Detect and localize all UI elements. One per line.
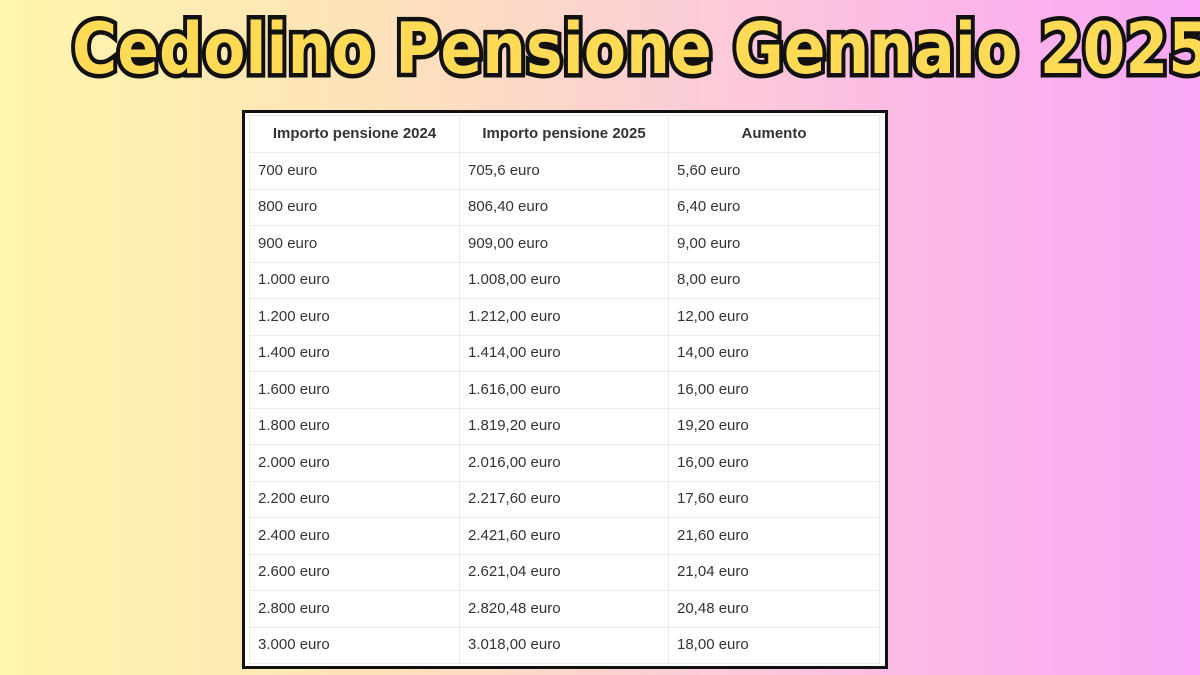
table-row: 2.600 euro 2.621,04 euro 21,04 euro bbox=[249, 553, 880, 591]
cell-pension-2024: 2.800 euro bbox=[249, 590, 460, 628]
cell-pension-2024: 1.800 euro bbox=[249, 407, 460, 445]
page-title: Cedolino Pensione Gennaio 2025 bbox=[68, 4, 1200, 95]
cell-increase: 8,00 euro bbox=[668, 261, 880, 299]
table-row: 2.400 euro 2.421,60 euro 21,60 euro bbox=[249, 517, 880, 555]
cell-pension-2025: 1.819,20 euro bbox=[459, 407, 669, 445]
cell-pension-2024: 1.600 euro bbox=[249, 371, 460, 409]
cell-increase: 12,00 euro bbox=[668, 298, 880, 336]
cell-pension-2025: 1.008,00 euro bbox=[459, 261, 669, 299]
cell-pension-2024: 2.600 euro bbox=[249, 553, 460, 591]
cell-pension-2025: 3.018,00 euro bbox=[459, 626, 669, 664]
header-pension-2024: Importo pensione 2024 bbox=[249, 115, 460, 153]
cell-pension-2024: 1.400 euro bbox=[249, 334, 460, 372]
table-row: 1.200 euro 1.212,00 euro 12,00 euro bbox=[249, 298, 880, 336]
cell-pension-2024: 2.400 euro bbox=[249, 517, 460, 555]
cell-increase: 9,00 euro bbox=[668, 225, 880, 263]
cell-pension-2024: 1.000 euro bbox=[249, 261, 460, 299]
header-increase: Aumento bbox=[668, 115, 880, 153]
cell-increase: 16,00 euro bbox=[668, 371, 880, 409]
table-row: 1.600 euro 1.616,00 euro 16,00 euro bbox=[249, 371, 880, 409]
cell-increase: 14,00 euro bbox=[668, 334, 880, 372]
cell-increase: 5,60 euro bbox=[668, 152, 880, 190]
cell-pension-2024: 700 euro bbox=[249, 152, 460, 190]
cell-increase: 16,00 euro bbox=[668, 444, 880, 482]
cell-increase: 19,20 euro bbox=[668, 407, 880, 445]
cell-pension-2025: 1.414,00 euro bbox=[459, 334, 669, 372]
table-row: 1.000 euro 1.008,00 euro 8,00 euro bbox=[249, 261, 880, 299]
table-row: 2.200 euro 2.217,60 euro 17,60 euro bbox=[249, 480, 880, 518]
cell-pension-2025: 1.616,00 euro bbox=[459, 371, 669, 409]
cell-pension-2024: 2.000 euro bbox=[249, 444, 460, 482]
cell-pension-2024: 900 euro bbox=[249, 225, 460, 263]
table-row: 700 euro 705,6 euro 5,60 euro bbox=[249, 152, 880, 190]
cell-pension-2024: 1.200 euro bbox=[249, 298, 460, 336]
table-row: 900 euro 909,00 euro 9,00 euro bbox=[249, 225, 880, 263]
cell-pension-2025: 806,40 euro bbox=[459, 188, 669, 226]
table-row: 1.400 euro 1.414,00 euro 14,00 euro bbox=[249, 334, 880, 372]
cell-increase: 18,00 euro bbox=[668, 626, 880, 664]
cell-pension-2025: 2.421,60 euro bbox=[459, 517, 669, 555]
table-row: 2.800 euro 2.820,48 euro 20,48 euro bbox=[249, 590, 880, 628]
cell-increase: 21,04 euro bbox=[668, 553, 880, 591]
cell-pension-2025: 909,00 euro bbox=[459, 225, 669, 263]
table-row: 800 euro 806,40 euro 6,40 euro bbox=[249, 188, 880, 226]
cell-increase: 17,60 euro bbox=[668, 480, 880, 518]
cell-pension-2025: 1.212,00 euro bbox=[459, 298, 669, 336]
pension-table: Importo pensione 2024 Importo pensione 2… bbox=[249, 115, 880, 664]
cell-pension-2025: 2.016,00 euro bbox=[459, 444, 669, 482]
cell-increase: 21,60 euro bbox=[668, 517, 880, 555]
cell-pension-2024: 2.200 euro bbox=[249, 480, 460, 518]
table-row: 2.000 euro 2.016,00 euro 16,00 euro bbox=[249, 444, 880, 482]
cell-pension-2024: 800 euro bbox=[249, 188, 460, 226]
header-pension-2025: Importo pensione 2025 bbox=[459, 115, 669, 153]
cell-increase: 6,40 euro bbox=[668, 188, 880, 226]
cell-pension-2024: 3.000 euro bbox=[249, 626, 460, 664]
cell-pension-2025: 705,6 euro bbox=[459, 152, 669, 190]
cell-pension-2025: 2.621,04 euro bbox=[459, 553, 669, 591]
cell-pension-2025: 2.820,48 euro bbox=[459, 590, 669, 628]
table-row: 3.000 euro 3.018,00 euro 18,00 euro bbox=[249, 626, 880, 664]
table-row: 1.800 euro 1.819,20 euro 19,20 euro bbox=[249, 407, 880, 445]
pension-table-frame: Importo pensione 2024 Importo pensione 2… bbox=[242, 110, 888, 669]
cell-pension-2025: 2.217,60 euro bbox=[459, 480, 669, 518]
table-header-row: Importo pensione 2024 Importo pensione 2… bbox=[249, 115, 880, 153]
cell-increase: 20,48 euro bbox=[668, 590, 880, 628]
